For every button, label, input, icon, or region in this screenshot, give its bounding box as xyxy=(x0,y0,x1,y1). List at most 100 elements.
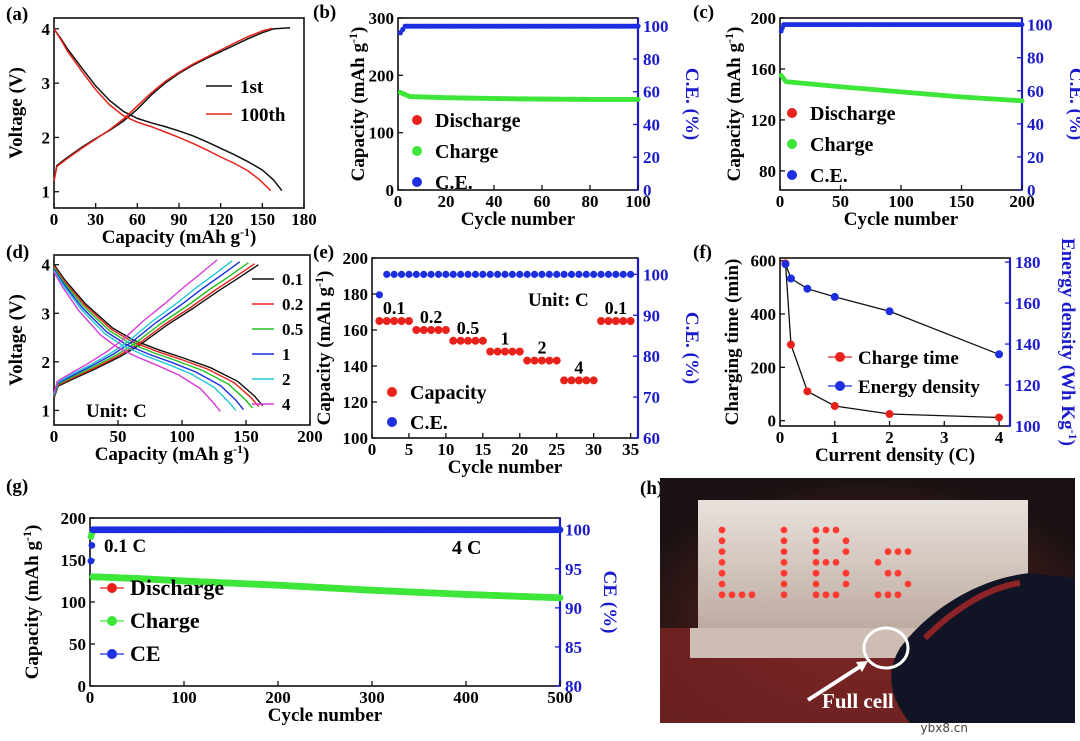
legend-label: Discharge xyxy=(435,110,521,132)
led-dot xyxy=(748,591,756,599)
y2-axis-label: C.E. (%) xyxy=(1065,68,1080,140)
data-point xyxy=(830,292,839,301)
y-tick-label: 0 xyxy=(78,677,87,696)
ce-point xyxy=(420,270,428,278)
callout-label: Full cell xyxy=(822,689,894,713)
capacity-point xyxy=(449,336,458,345)
x-tick-label: 10 xyxy=(437,440,454,459)
y-tick-label: 100 xyxy=(61,593,87,612)
led-dot xyxy=(874,559,882,566)
legend-label: Energy density xyxy=(858,377,980,398)
led-dot xyxy=(812,580,820,588)
series-line-charge-time xyxy=(784,263,1000,419)
led-dot xyxy=(812,591,820,599)
data-point xyxy=(885,307,894,316)
ce-point xyxy=(427,270,435,278)
legend-label: Charge xyxy=(435,141,498,163)
x-tick-label: 60 xyxy=(129,210,146,229)
capacity-point xyxy=(582,376,591,385)
capacity-point xyxy=(404,317,413,325)
capacity-point xyxy=(508,347,517,356)
y-tick-label: 200 xyxy=(369,66,395,85)
y-tick-label: 100 xyxy=(343,429,369,448)
series-100th-charge xyxy=(53,27,273,182)
axes-frame xyxy=(53,254,311,426)
series-2-discharge xyxy=(53,270,237,411)
ce-point xyxy=(627,270,635,278)
x-tick-label: 4 xyxy=(995,428,1004,447)
ce-point xyxy=(538,270,546,278)
series-0.5-charge xyxy=(53,262,249,397)
y-tick-label: 120 xyxy=(751,111,777,130)
panel-label: (e) xyxy=(313,242,334,263)
y-tick-label: 4 xyxy=(42,20,51,39)
rate-label: 0.1 xyxy=(605,298,628,318)
y-tick-label: 600 xyxy=(751,252,777,271)
data-point xyxy=(995,413,1004,422)
y2-tick-label: 60 xyxy=(643,83,660,102)
led-dot xyxy=(738,591,746,599)
capacity-point xyxy=(515,347,524,356)
rate-label: 4 xyxy=(574,357,583,377)
capacity-point xyxy=(419,326,428,334)
led-dot xyxy=(718,526,726,534)
x-axis-label: Cycle number xyxy=(448,457,563,478)
unit-annotation: Unit: C xyxy=(86,401,147,422)
x-tick-label: 0 xyxy=(50,427,59,446)
legend-marker xyxy=(412,177,422,187)
x-tick-label: 0 xyxy=(50,210,59,229)
legend-label: 4 xyxy=(282,395,291,414)
y-tick-label: 200 xyxy=(343,249,369,268)
x-tick-label: 3 xyxy=(940,428,949,447)
capacity-point xyxy=(390,317,399,325)
x-tick-label: 0 xyxy=(776,192,785,211)
x-tick-label: 90 xyxy=(171,210,188,229)
led-dot xyxy=(884,591,892,599)
led-dot xyxy=(884,569,892,577)
y2-tick-label: 100 xyxy=(1015,417,1041,436)
y-tick-label: 0 xyxy=(768,412,777,431)
led-dot xyxy=(812,526,820,534)
ce-point xyxy=(405,270,413,278)
x-tick-label: 1 xyxy=(831,428,840,447)
y-tick-label: 160 xyxy=(343,321,369,340)
photo-drawing: Full cell xyxy=(660,478,1075,723)
capacity-point xyxy=(611,317,620,325)
legend-label: 0.5 xyxy=(282,320,303,339)
y-tick-label: 100 xyxy=(369,124,395,143)
data-point xyxy=(995,350,1004,359)
ce-point xyxy=(556,526,564,534)
series-0.1-discharge xyxy=(53,264,264,407)
unit-annotation: Unit: C xyxy=(528,290,589,311)
capacity-point xyxy=(382,317,391,325)
y2-tick-label: 160 xyxy=(1015,294,1041,313)
series-0.5-discharge xyxy=(53,267,253,409)
y2-tick-label: 120 xyxy=(1015,376,1041,395)
x-tick-label: 100 xyxy=(625,192,651,211)
y-axis-label: Capacity (mAh g-1) xyxy=(20,525,43,680)
y-tick-label: 3 xyxy=(42,74,51,93)
y-tick-label: 1 xyxy=(42,183,51,202)
led-dot xyxy=(780,548,788,555)
legend-label: Charge time xyxy=(858,348,959,369)
ce-point xyxy=(635,23,641,29)
y2-tick-label: 100 xyxy=(565,521,591,540)
y-tick-label: 3 xyxy=(42,304,51,323)
y2-tick-label: 80 xyxy=(643,50,660,69)
y-axis-label: Voltage (V) xyxy=(6,294,27,386)
led-dot xyxy=(832,591,840,599)
y-tick-label: 300 xyxy=(369,9,395,28)
ce-point xyxy=(494,270,502,278)
y2-tick-label: 80 xyxy=(643,347,660,366)
legend-label: C.E. xyxy=(410,412,448,434)
gloved-hand xyxy=(891,573,1075,723)
data-point xyxy=(830,402,839,410)
x-tick-label: 30 xyxy=(585,440,602,459)
x-axis-label: Cycle number xyxy=(461,209,576,230)
panel-label: (c) xyxy=(693,2,714,23)
x-tick-label: 50 xyxy=(110,427,127,446)
led-dot xyxy=(780,569,788,577)
ce-point xyxy=(597,270,605,278)
y2-tick-label: 20 xyxy=(1027,148,1044,167)
data-point xyxy=(803,387,812,396)
